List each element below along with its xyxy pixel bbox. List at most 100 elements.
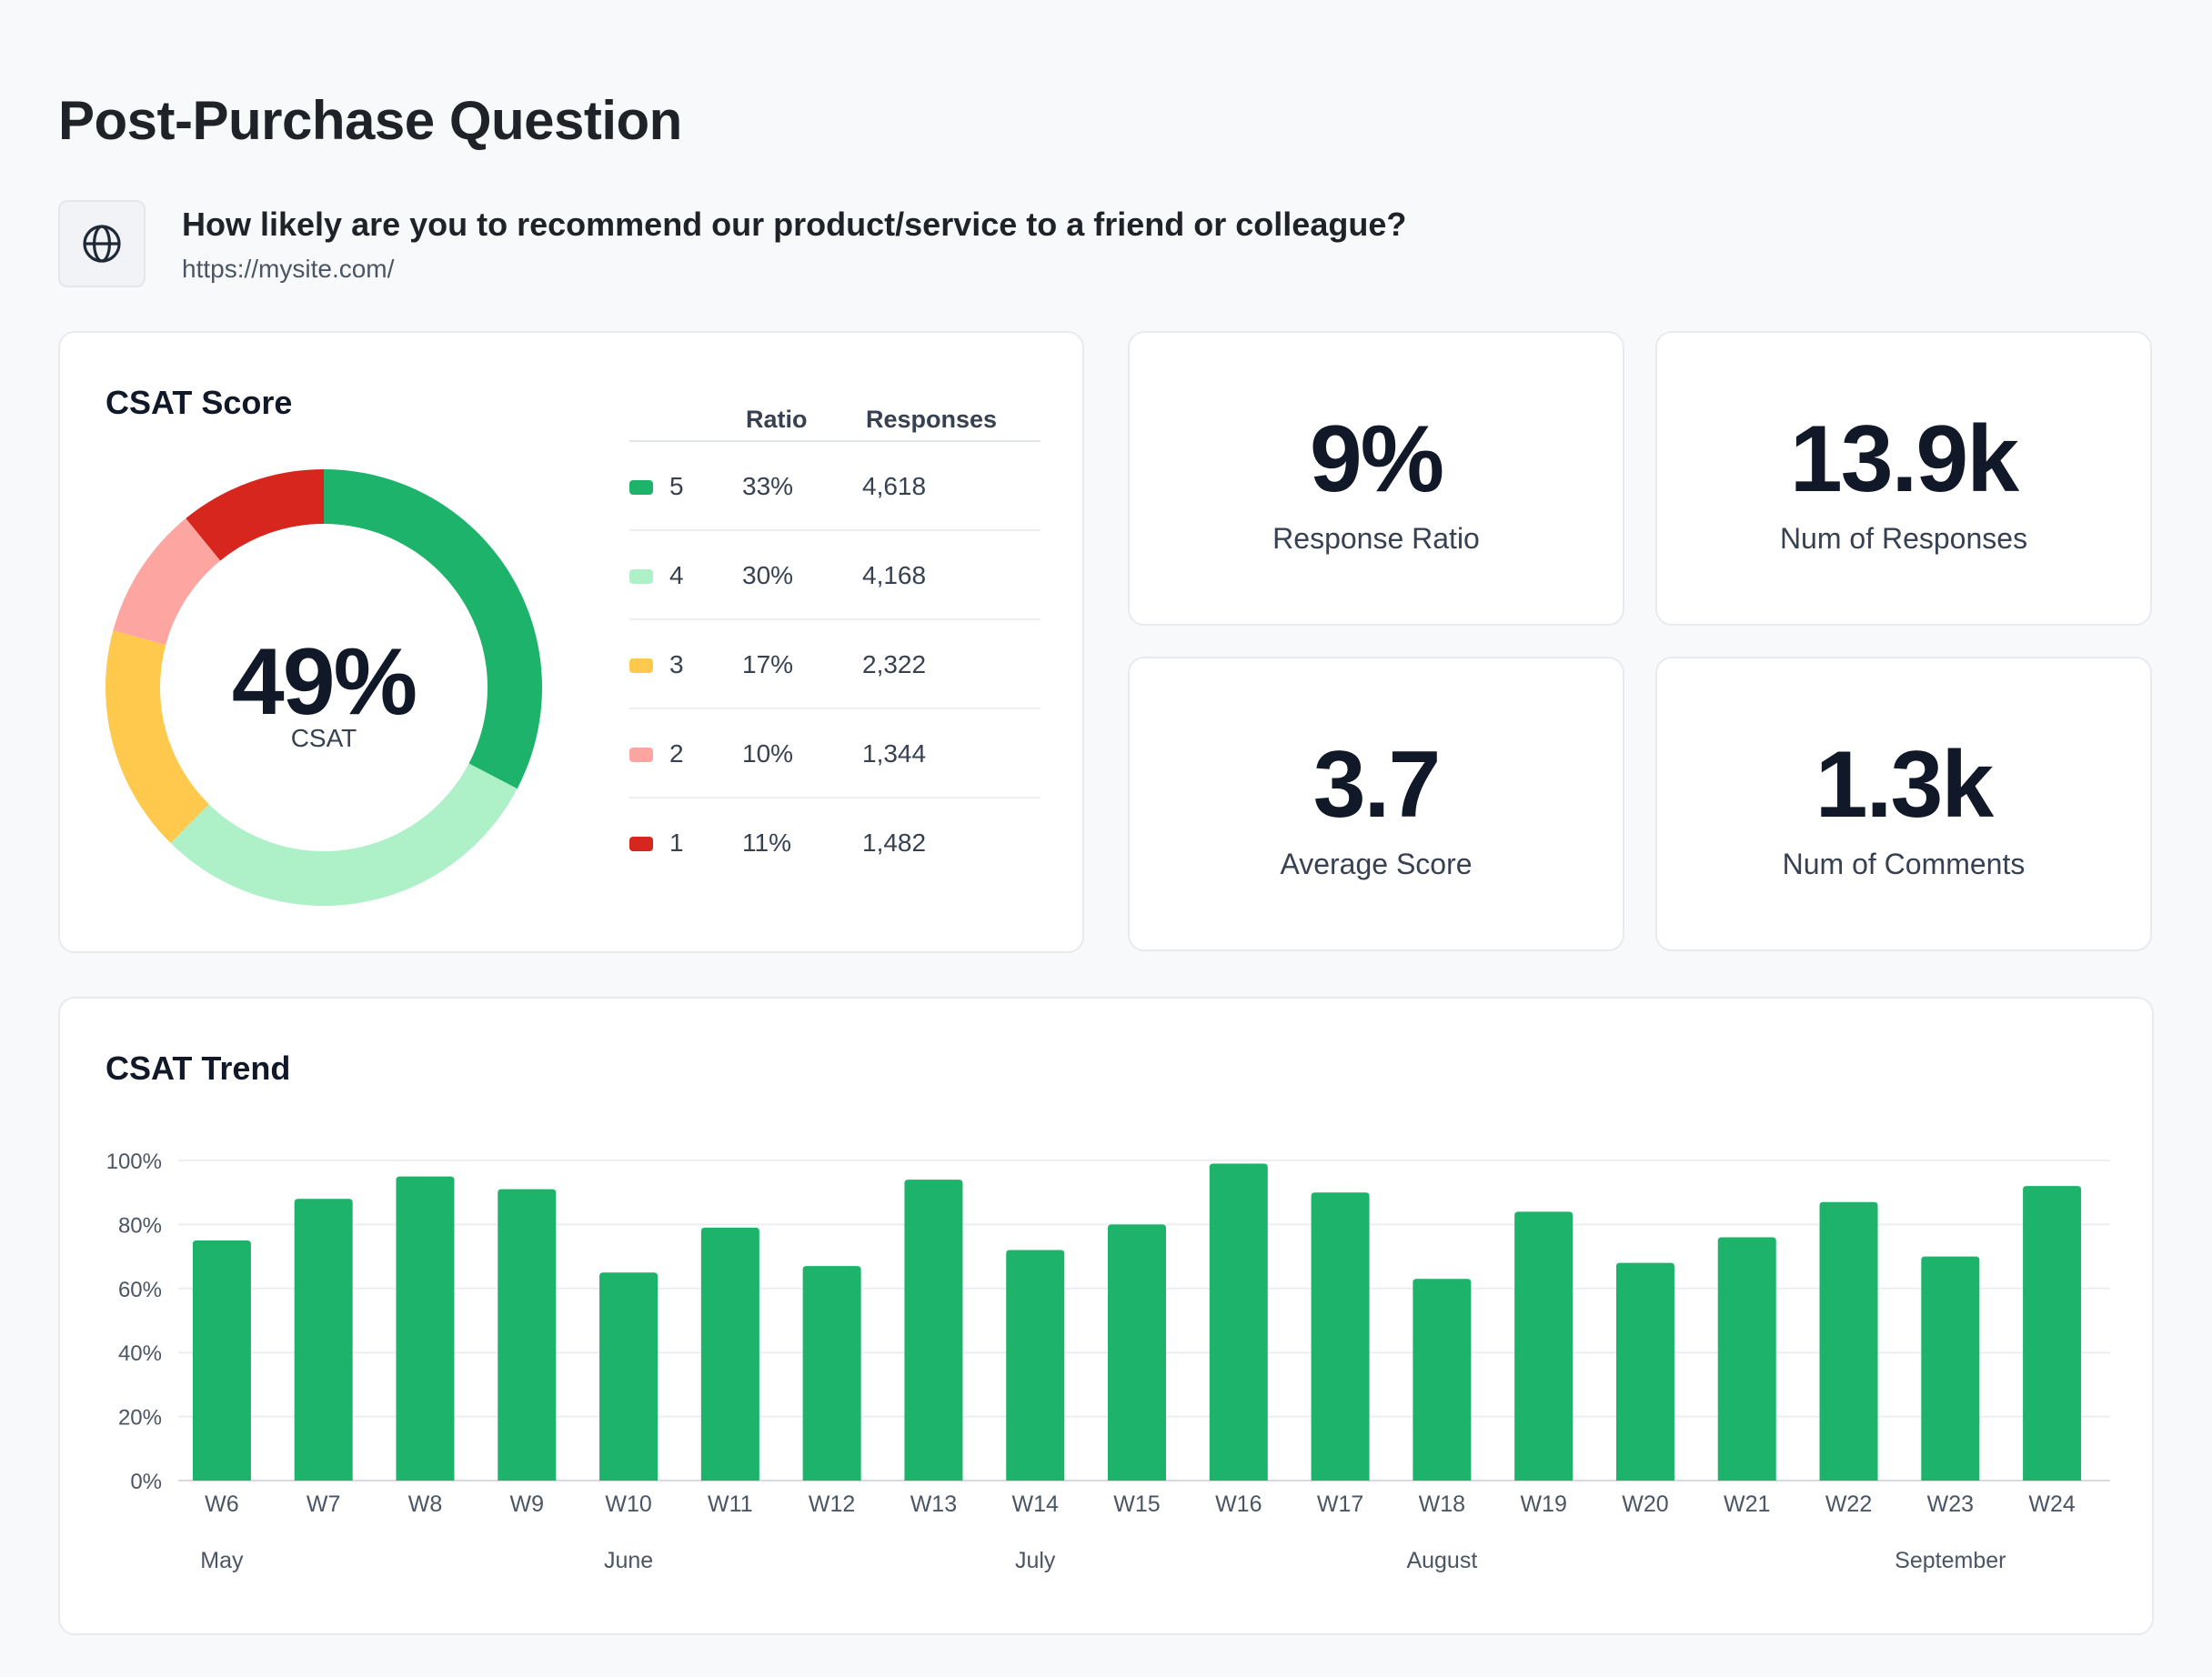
- num-responses-card: 13.9k Num of Responses: [1655, 331, 2152, 626]
- score-row-ratio: 17%: [742, 650, 794, 678]
- x-tick-label: W9: [510, 1491, 545, 1517]
- bar-W7[interactable]: [294, 1199, 353, 1481]
- page-title: Post-Purchase Question: [58, 90, 682, 151]
- bar-W24[interactable]: [2023, 1186, 2082, 1481]
- legend-swatch: [629, 837, 653, 851]
- y-tick-label: 0%: [130, 1470, 162, 1494]
- score-row-5: 5 33% 4,618: [629, 440, 1041, 529]
- month-label: September: [1895, 1548, 2006, 1573]
- bar-W14[interactable]: [1006, 1250, 1065, 1481]
- bar-W19[interactable]: [1514, 1211, 1574, 1481]
- x-tick-label: W22: [1825, 1491, 1872, 1517]
- score-row-responses: 1,482: [862, 828, 927, 857]
- score-row-score: 5: [669, 472, 684, 500]
- x-tick-label: W23: [1927, 1491, 1974, 1517]
- stat-label: Num of Comments: [1782, 848, 2026, 880]
- bar-W21[interactable]: [1717, 1237, 1776, 1481]
- bar-W15[interactable]: [1108, 1224, 1166, 1481]
- score-row-responses: 1,344: [862, 739, 927, 768]
- bar-W23[interactable]: [1921, 1256, 1980, 1481]
- score-row-ratio: 30%: [742, 561, 794, 589]
- question-url[interactable]: https://mysite.com/: [182, 255, 395, 283]
- bar-W11[interactable]: [700, 1227, 759, 1481]
- csat-score-title: CSAT Score: [106, 384, 293, 421]
- x-tick-label: W18: [1419, 1491, 1465, 1517]
- score-row-1: 1 11% 1,482: [629, 797, 1041, 886]
- legend-swatch: [629, 480, 653, 495]
- num-comments-card: 1.3k Num of Comments: [1655, 657, 2152, 951]
- score-row-score: 2: [669, 739, 684, 768]
- x-tick-label: W20: [1622, 1491, 1668, 1517]
- x-tick-label: W11: [708, 1491, 753, 1517]
- stat-label: Average Score: [1280, 848, 1473, 880]
- bar-W8[interactable]: [396, 1176, 455, 1481]
- ratio-header: Ratio: [746, 406, 808, 433]
- score-row-responses: 4,168: [862, 561, 927, 589]
- csat-trend-card: CSAT Trend 0% 20% 40% 60% 80% 100% W6 W7 W8 W9 W10…: [58, 997, 2154, 1635]
- score-row-ratio: 33%: [742, 472, 794, 500]
- stat-value: 1.3k: [1815, 732, 1994, 838]
- x-tick-label: W10: [605, 1491, 651, 1517]
- x-tick-label: W16: [1215, 1491, 1262, 1517]
- csat-trend-title: CSAT Trend: [106, 1049, 291, 1087]
- donut-slice-5[interactable]: [324, 469, 542, 789]
- csat-donut-chart: [106, 469, 542, 906]
- month-label: June: [604, 1548, 653, 1573]
- score-row-score: 1: [669, 828, 684, 857]
- x-tick-label: W6: [205, 1491, 238, 1517]
- bar-W20[interactable]: [1615, 1262, 1674, 1481]
- x-tick-label: W24: [2028, 1491, 2076, 1517]
- y-tick-label: 100%: [106, 1150, 162, 1174]
- score-row-score: 3: [669, 650, 684, 678]
- score-row-3: 3 17% 2,322: [629, 618, 1041, 708]
- legend-swatch: [629, 658, 653, 673]
- month-label: August: [1406, 1548, 1477, 1573]
- donut-slice-3[interactable]: [106, 630, 209, 844]
- donut-slice-1[interactable]: [186, 469, 324, 561]
- score-row-ratio: 10%: [742, 739, 794, 768]
- stat-label: Num of Responses: [1779, 522, 2028, 555]
- responses-header: Responses: [866, 406, 998, 433]
- score-row-score: 4: [669, 561, 684, 589]
- average-score-card: 3.7 Average Score: [1128, 657, 1624, 951]
- bar-W9[interactable]: [498, 1189, 557, 1481]
- y-tick-label: 40%: [118, 1341, 162, 1366]
- score-row-responses: 2,322: [862, 650, 927, 678]
- bar-W17[interactable]: [1311, 1192, 1370, 1481]
- globe-icon: [58, 200, 146, 287]
- y-tick-label: 60%: [118, 1278, 162, 1302]
- bar-W6[interactable]: [192, 1240, 251, 1481]
- csat-center-value: 49%: [231, 629, 417, 735]
- score-row-responses: 4,618: [862, 472, 927, 500]
- csat-trend-chart: 0% 20% 40% 60% 80% 100% W6 W7 W8 W9 W10 W11 W12 W13 W1…: [106, 1150, 2110, 1573]
- x-tick-label: W19: [1520, 1491, 1566, 1517]
- question-text: How likely are you to recommend our prod…: [182, 206, 1407, 243]
- stat-label: Response Ratio: [1272, 522, 1480, 555]
- response-ratio-card: 9% Response Ratio: [1128, 331, 1624, 626]
- donut-slice-4[interactable]: [170, 763, 518, 906]
- x-tick-label: W12: [809, 1491, 855, 1517]
- bar-W18[interactable]: [1413, 1279, 1472, 1481]
- donut-slice-2[interactable]: [113, 518, 221, 645]
- stat-value: 9%: [1309, 407, 1444, 512]
- x-tick-label: W13: [910, 1491, 957, 1517]
- bar-W16[interactable]: [1209, 1163, 1268, 1481]
- bar-W10[interactable]: [599, 1272, 659, 1481]
- stat-value: 3.7: [1312, 732, 1442, 838]
- x-tick-label: W8: [408, 1491, 443, 1517]
- bar-W22[interactable]: [1819, 1201, 1878, 1481]
- legend-swatch: [629, 748, 653, 762]
- stat-value: 13.9k: [1789, 407, 2019, 512]
- score-row-4: 4 30% 4,168: [629, 529, 1041, 618]
- csat-score-card: CSAT Score 49% CSAT Ratio Responses 5 33%…: [58, 331, 1084, 953]
- legend-swatch: [629, 569, 653, 584]
- x-tick-label: W17: [1317, 1491, 1363, 1517]
- x-tick-label: W7: [307, 1491, 341, 1517]
- bar-W12[interactable]: [802, 1266, 861, 1481]
- y-tick-label: 80%: [118, 1213, 162, 1238]
- month-label: May: [200, 1548, 244, 1573]
- y-tick-label: 20%: [118, 1406, 162, 1431]
- csat-center-label: CSAT: [290, 724, 357, 752]
- bar-W13[interactable]: [904, 1180, 963, 1481]
- score-row-2: 2 10% 1,344: [629, 708, 1041, 797]
